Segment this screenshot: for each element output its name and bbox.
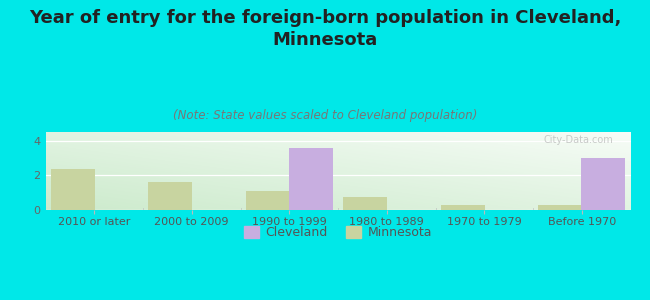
Text: Year of entry for the foreign-born population in Cleveland,
Minnesota: Year of entry for the foreign-born popul… bbox=[29, 9, 621, 49]
Bar bbox=[343, 197, 387, 210]
Bar bbox=[289, 148, 333, 210]
Bar bbox=[246, 191, 290, 210]
Bar bbox=[538, 205, 582, 210]
Bar bbox=[51, 169, 95, 210]
Bar bbox=[148, 182, 192, 210]
Legend: Cleveland, Minnesota: Cleveland, Minnesota bbox=[239, 221, 437, 244]
Text: (Note: State values scaled to Cleveland population): (Note: State values scaled to Cleveland … bbox=[173, 109, 477, 122]
Bar bbox=[441, 205, 485, 210]
Bar bbox=[581, 158, 625, 210]
Text: City-Data.com: City-Data.com bbox=[543, 135, 613, 145]
